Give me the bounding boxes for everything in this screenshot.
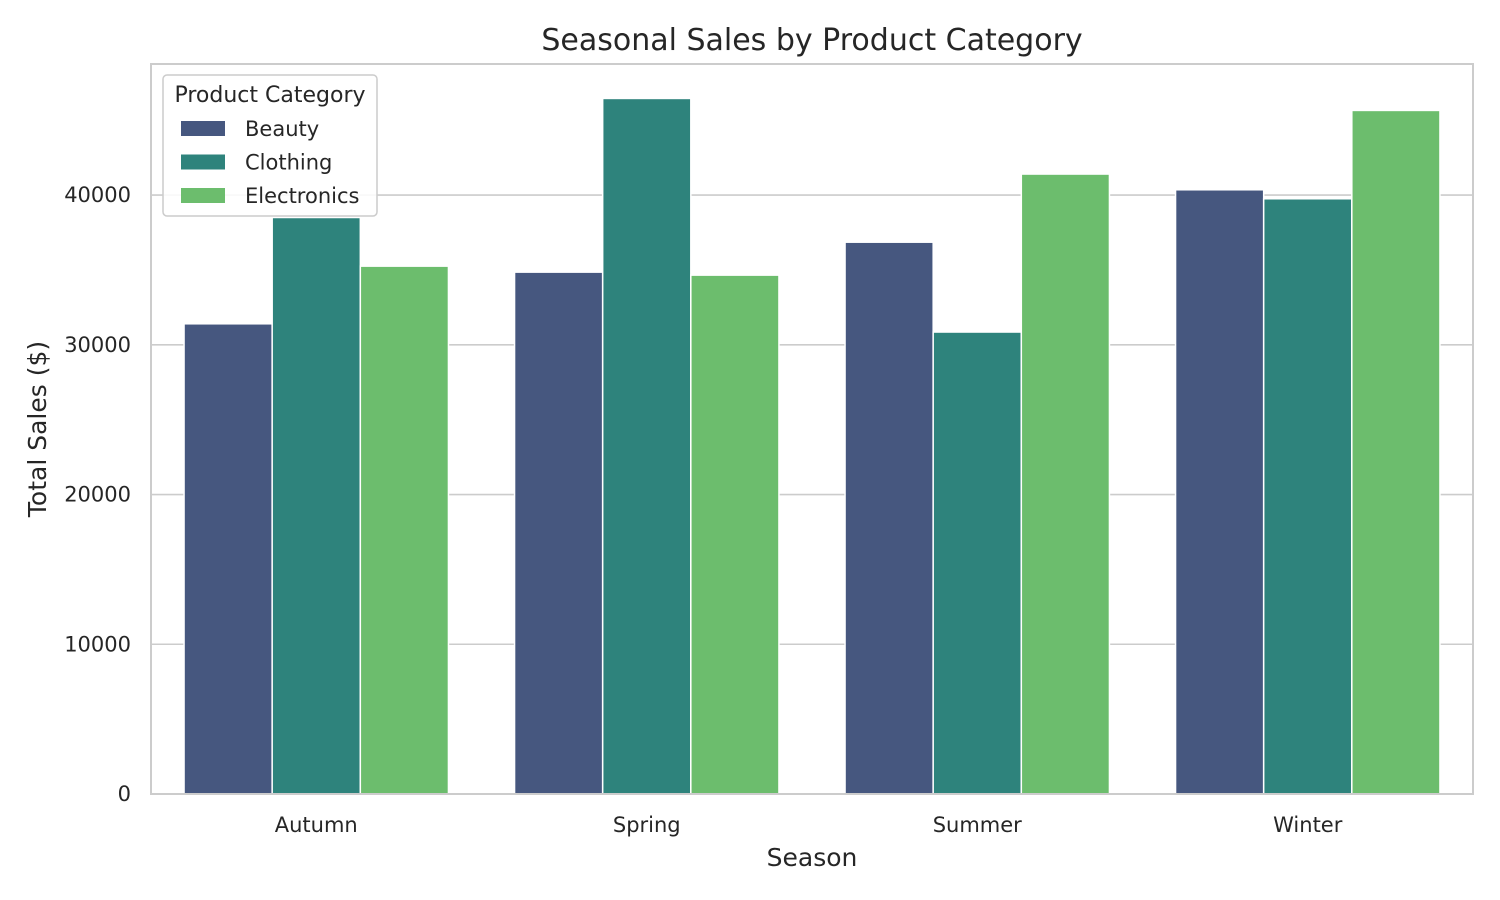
bar-electronics-winter bbox=[1351, 109, 1441, 795]
bar-beauty-summer bbox=[844, 241, 934, 795]
bar-beauty-winter bbox=[1174, 189, 1265, 795]
bar-beauty-autumn bbox=[183, 323, 273, 795]
legend-items: Beauty Clothing Electronics bbox=[181, 117, 359, 208]
y-tick-label: 10000 bbox=[64, 632, 131, 656]
bar-electronics-autumn bbox=[359, 265, 450, 795]
y-tick-label: 20000 bbox=[64, 483, 131, 507]
legend-swatch-electronics bbox=[181, 188, 225, 203]
legend-label-beauty: Beauty bbox=[245, 117, 319, 141]
bar-clothing-summer bbox=[932, 331, 1023, 795]
y-tick-label: 0 bbox=[118, 782, 131, 806]
y-axis-label: Total Sales ($) bbox=[23, 341, 52, 518]
bar-clothing-winter bbox=[1262, 198, 1353, 795]
legend-label-clothing: Clothing bbox=[245, 151, 332, 175]
x-axis-label: Season bbox=[767, 843, 858, 872]
legend-swatch-clothing bbox=[181, 154, 225, 170]
legend-label-electronics: Electronics bbox=[245, 184, 359, 208]
bars bbox=[183, 97, 1441, 795]
plot-frame bbox=[150, 63, 1474, 795]
x-tick-label: Spring bbox=[613, 813, 681, 837]
legend-title: Product Category bbox=[174, 83, 365, 108]
tick-labels: 0 10000 20000 30000 40000 Autumn Spring Summer W… bbox=[64, 183, 1343, 837]
bar-electronics-summer bbox=[1020, 173, 1111, 795]
x-tick-label: Autumn bbox=[275, 813, 358, 837]
bar-beauty-spring bbox=[513, 271, 604, 795]
legend: Product Category Beauty Clothing Electroni… bbox=[162, 74, 378, 217]
bar-electronics-spring bbox=[690, 274, 780, 795]
legend-swatch-beauty bbox=[181, 121, 225, 136]
y-tick-label: 30000 bbox=[64, 333, 131, 357]
legend-box bbox=[162, 74, 378, 217]
bar-clothing-spring bbox=[601, 97, 692, 795]
x-tick-label: Winter bbox=[1273, 813, 1343, 837]
bar-clothing-autumn bbox=[271, 216, 362, 795]
y-tick-label: 40000 bbox=[64, 183, 131, 207]
chart-title: Seasonal Sales by Product Category bbox=[541, 23, 1082, 58]
x-tick-label: Summer bbox=[933, 813, 1022, 837]
